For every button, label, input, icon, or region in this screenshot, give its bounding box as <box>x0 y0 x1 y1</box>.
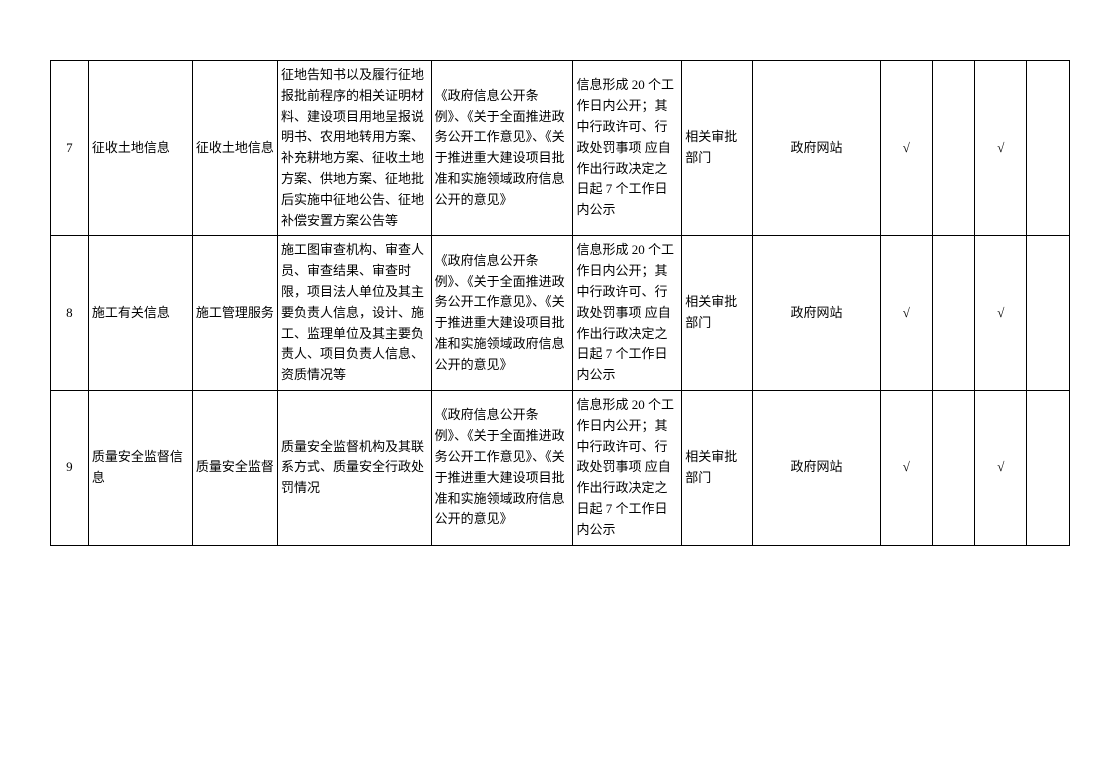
cell-time: 信息形成 20 个工作日内公开；其中行政许可、行政处罚事项 应自作出行政决定之日… <box>573 61 682 236</box>
table-body: 7征收土地信息征收土地信息征地告知书以及履行征地报批前程序的相关证明材料、建设项… <box>51 61 1070 546</box>
cell-category: 施工有关信息 <box>88 236 192 391</box>
cell-basis: 《政府信息公开条例》、《关于全面推进政务公开工作意见》、《关于推进重大建设项目批… <box>431 236 573 391</box>
cell-time: 信息形成 20 个工作日内公开；其中行政许可、行政处罚事项 应自作出行政决定之日… <box>573 236 682 391</box>
disclosure-table: 7征收土地信息征收土地信息征地告知书以及履行征地报批前程序的相关证明材料、建设项… <box>50 60 1070 546</box>
cell-channel: 政府网站 <box>753 61 881 236</box>
cell-check-4 <box>1027 390 1070 545</box>
cell-num: 8 <box>51 236 89 391</box>
cell-dept: 相关审批部门 <box>682 61 753 236</box>
cell-check-1: √ <box>880 61 932 236</box>
cell-dept: 相关审批部门 <box>682 236 753 391</box>
cell-channel: 政府网站 <box>753 236 881 391</box>
cell-subcategory: 质量安全监督 <box>192 390 277 545</box>
cell-subcategory: 征收土地信息 <box>192 61 277 236</box>
cell-check-4 <box>1027 236 1070 391</box>
cell-basis: 《政府信息公开条例》、《关于全面推进政务公开工作意见》、《关于推进重大建设项目批… <box>431 390 573 545</box>
cell-dept: 相关审批部门 <box>682 390 753 545</box>
cell-num: 9 <box>51 390 89 545</box>
cell-channel: 政府网站 <box>753 390 881 545</box>
cell-basis: 《政府信息公开条例》、《关于全面推进政务公开工作意见》、《关于推进重大建设项目批… <box>431 61 573 236</box>
table-row: 8施工有关信息施工管理服务施工图审查机构、审查人员、审查结果、审查时限，项目法人… <box>51 236 1070 391</box>
cell-check-3: √ <box>975 390 1027 545</box>
cell-category: 质量安全监督信息 <box>88 390 192 545</box>
cell-check-4 <box>1027 61 1070 236</box>
cell-time: 信息形成 20 个工作日内公开；其中行政许可、行政处罚事项 应自作出行政决定之日… <box>573 390 682 545</box>
cell-check-1: √ <box>880 236 932 391</box>
cell-check-3: √ <box>975 61 1027 236</box>
cell-check-1: √ <box>880 390 932 545</box>
cell-subcategory: 施工管理服务 <box>192 236 277 391</box>
cell-num: 7 <box>51 61 89 236</box>
table-row: 7征收土地信息征收土地信息征地告知书以及履行征地报批前程序的相关证明材料、建设项… <box>51 61 1070 236</box>
cell-check-3: √ <box>975 236 1027 391</box>
cell-content: 施工图审查机构、审查人员、审查结果、审查时限，项目法人单位及其主要负责人信息，设… <box>277 236 431 391</box>
cell-content: 质量安全监督机构及其联系方式、质量安全行政处罚情况 <box>277 390 431 545</box>
table-row: 9质量安全监督信息质量安全监督质量安全监督机构及其联系方式、质量安全行政处罚情况… <box>51 390 1070 545</box>
cell-check-2 <box>932 390 975 545</box>
cell-category: 征收土地信息 <box>88 61 192 236</box>
cell-check-2 <box>932 61 975 236</box>
cell-check-2 <box>932 236 975 391</box>
cell-content: 征地告知书以及履行征地报批前程序的相关证明材料、建设项目用地呈报说明书、农用地转… <box>277 61 431 236</box>
